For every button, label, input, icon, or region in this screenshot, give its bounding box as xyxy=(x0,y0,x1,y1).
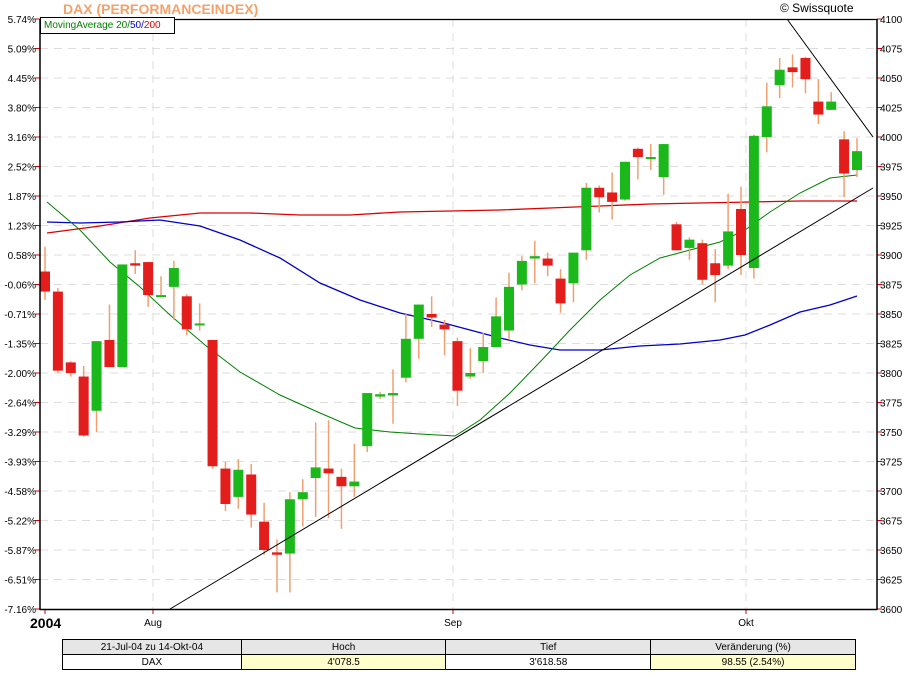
svg-text:-5.22%: -5.22% xyxy=(4,517,36,528)
svg-text:-0.71%: -0.71% xyxy=(4,310,36,321)
y-axis-left-labels: 5.74% 5.09% 4.45% 3.80% 3.16% 2.52% 1.87% 1.23%… xyxy=(4,15,36,616)
svg-text:3625: 3625 xyxy=(880,576,903,587)
cell-high: 4'078.5 xyxy=(240,654,447,670)
svg-text:3900: 3900 xyxy=(880,251,903,262)
legend-ma200: 200 xyxy=(143,20,161,31)
svg-text:-0.06%: -0.06% xyxy=(4,281,36,292)
svg-text:-7.16%: -7.16% xyxy=(4,605,36,616)
svg-text:4050: 4050 xyxy=(880,74,903,85)
svg-text:0.58%: 0.58% xyxy=(8,251,36,262)
legend: MovingAverage 20/50/200 xyxy=(40,17,175,34)
y-axis-right-labels: 4100 4075 4050 4025 4000 3975 3950 3925 3900 3875… xyxy=(880,15,903,616)
summary-data-row: DAX 4'078.5 3'618.58 98.55 (2.54%) xyxy=(62,654,856,670)
header-low: Tief xyxy=(445,639,652,655)
svg-text:-2.00%: -2.00% xyxy=(4,369,36,380)
svg-text:4075: 4075 xyxy=(880,45,903,56)
svg-text:3925: 3925 xyxy=(880,222,903,233)
grid-lines xyxy=(35,18,882,610)
svg-text:-3.29%: -3.29% xyxy=(4,428,36,439)
svg-text:4025: 4025 xyxy=(880,104,903,115)
svg-text:3950: 3950 xyxy=(880,192,903,203)
copyright-label: © Swissquote xyxy=(780,1,854,15)
svg-text:4100: 4100 xyxy=(880,15,903,26)
svg-text:-1.35%: -1.35% xyxy=(4,340,36,351)
moving-average-lines xyxy=(46,174,858,437)
summary-table: 21-Jul-04 zu 14-Okt-04 Hoch Tief Verände… xyxy=(62,639,856,670)
svg-text:3700: 3700 xyxy=(880,487,903,498)
svg-text:3725: 3725 xyxy=(880,458,903,469)
svg-text:3750: 3750 xyxy=(880,428,903,439)
legend-ma20: 20 xyxy=(116,20,128,31)
cell-low: 3'618.58 xyxy=(445,654,652,670)
svg-text:-5.87%: -5.87% xyxy=(4,546,36,557)
axes xyxy=(39,18,878,611)
svg-text:2004: 2004 xyxy=(30,615,61,631)
svg-text:Aug: Aug xyxy=(144,618,162,629)
chart-title: DAX (PERFORMANCEINDEX) xyxy=(63,1,259,17)
svg-text:-3.93%: -3.93% xyxy=(4,458,36,469)
svg-text:3.80%: 3.80% xyxy=(8,104,36,115)
header-period: 21-Jul-04 zu 14-Okt-04 xyxy=(62,639,242,655)
x-axis-labels: 2004 Aug Sep Okt xyxy=(30,615,754,631)
svg-text:5.09%: 5.09% xyxy=(8,45,36,56)
svg-text:Okt: Okt xyxy=(738,618,754,629)
header-high: Hoch xyxy=(240,639,447,655)
svg-text:-2.64%: -2.64% xyxy=(4,399,36,410)
svg-text:3650: 3650 xyxy=(880,546,903,557)
candles xyxy=(40,54,862,593)
svg-text:Sep: Sep xyxy=(444,618,462,629)
svg-text:3675: 3675 xyxy=(880,517,903,528)
cell-instrument: DAX xyxy=(62,654,242,670)
summary-header-row: 21-Jul-04 zu 14-Okt-04 Hoch Tief Verände… xyxy=(62,639,856,655)
svg-text:-4.58%: -4.58% xyxy=(4,487,36,498)
svg-text:5.74%: 5.74% xyxy=(8,15,36,26)
header-change: Veränderung (%) xyxy=(650,639,856,655)
svg-text:3825: 3825 xyxy=(880,340,903,351)
svg-text:3600: 3600 xyxy=(880,605,903,616)
trend-lines xyxy=(169,18,874,610)
cell-change: 98.55 (2.54%) xyxy=(650,654,856,670)
svg-text:4000: 4000 xyxy=(880,133,903,144)
svg-text:1.23%: 1.23% xyxy=(8,222,36,233)
svg-text:4.45%: 4.45% xyxy=(8,74,36,85)
svg-text:3.16%: 3.16% xyxy=(8,133,36,144)
legend-label: MovingAverage xyxy=(44,20,114,31)
svg-text:3875: 3875 xyxy=(880,281,903,292)
svg-text:3800: 3800 xyxy=(880,369,903,380)
svg-text:-6.51%: -6.51% xyxy=(4,576,36,587)
svg-text:2.52%: 2.52% xyxy=(8,163,36,174)
x-grid-lines xyxy=(44,19,747,614)
candlestick-chart: 5.74% 5.09% 4.45% 3.80% 3.16% 2.52% 1.87% 1.23%… xyxy=(4,15,903,631)
svg-text:3775: 3775 xyxy=(880,399,903,410)
svg-text:3850: 3850 xyxy=(880,310,903,321)
svg-text:1.87%: 1.87% xyxy=(8,192,36,203)
svg-text:3975: 3975 xyxy=(880,163,903,174)
legend-ma50: 50 xyxy=(130,20,142,31)
